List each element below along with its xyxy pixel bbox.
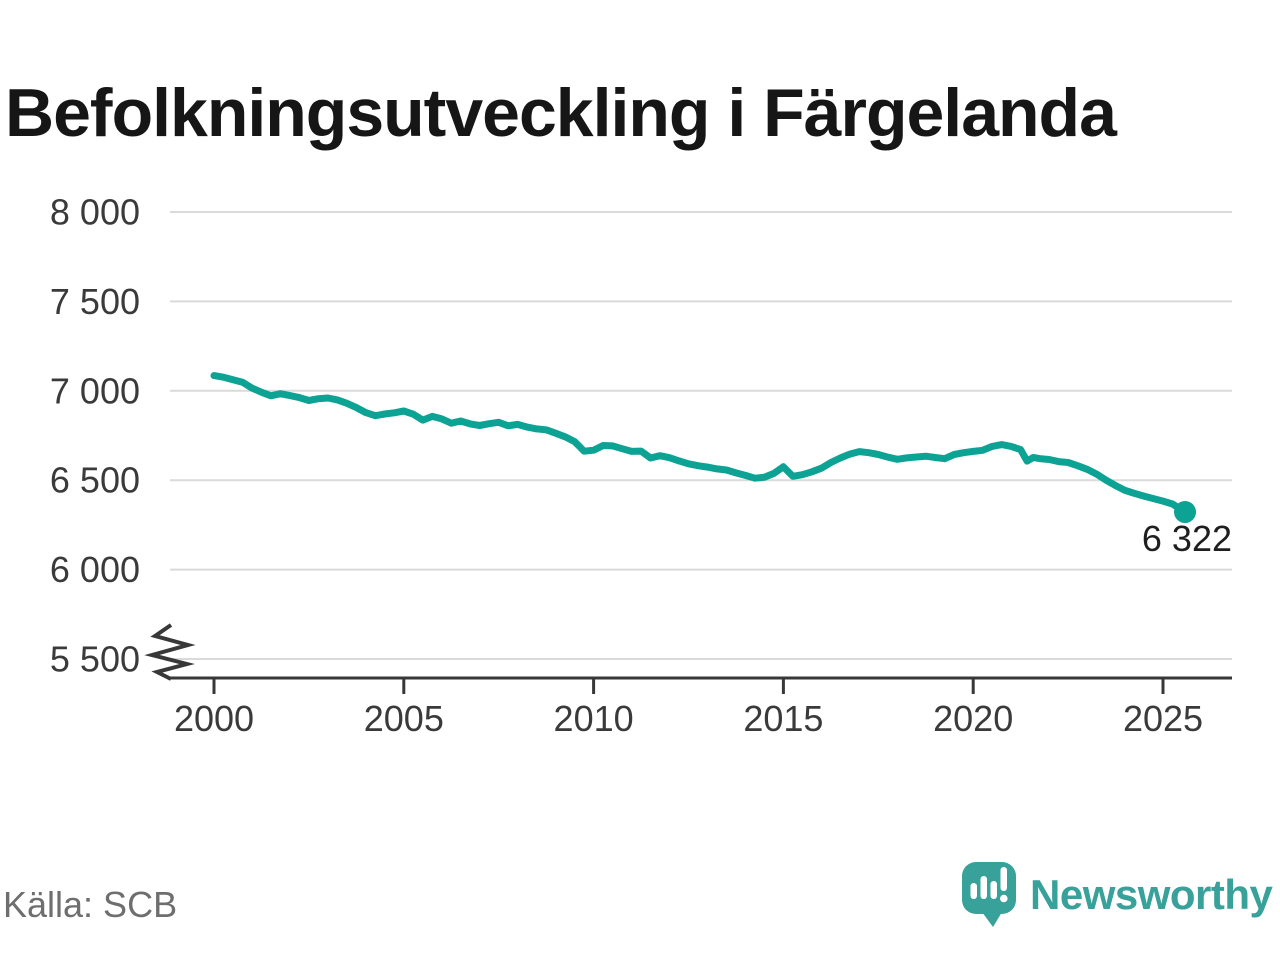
population-line-series	[210, 372, 1197, 524]
x-axis-tick-label: 2025	[1123, 698, 1203, 739]
logo-bar-small	[970, 883, 977, 899]
logo-bar-tall	[980, 876, 987, 899]
y-axis-break-icon	[144, 623, 196, 681]
y-axis-tick-label: 6 000	[50, 549, 140, 590]
brand-logo: Newsworthy	[961, 860, 1273, 930]
x-axis-tick-label: 2000	[174, 698, 254, 739]
page-title: Befolkningsutveckling i Färgelanda	[5, 74, 1117, 151]
y-axis-tick-label: 6 500	[50, 460, 140, 501]
logo-exclamation-bar	[1000, 867, 1007, 891]
end-value-label: 6 322	[1142, 518, 1232, 559]
y-axis-tick-label: 5 500	[50, 639, 140, 680]
population-line	[210, 372, 1189, 516]
x-axis-tick-label: 2005	[364, 698, 444, 739]
y-axis-tick-label: 7 000	[50, 370, 140, 411]
x-axis-tick-label: 2020	[933, 698, 1013, 739]
y-axis-labels: 8 000 7 500 7 000 6 500 6 000 5 500	[50, 192, 140, 680]
logo-exclamation-dot	[1000, 894, 1008, 903]
y-axis-tick-label: 8 000	[50, 192, 140, 233]
source-note: Källa: SCB	[3, 884, 178, 925]
logo-bar-medium	[990, 881, 997, 899]
x-axis-tick-label: 2015	[743, 698, 823, 739]
axis-break-zigzag	[144, 623, 196, 681]
x-axis-tick-label: 2010	[554, 698, 634, 739]
x-axis: 2000 2005 2010 2015 2020 2025	[170, 676, 1232, 739]
y-axis-tick-label: 7 500	[50, 281, 140, 322]
gridlines	[170, 211, 1232, 660]
latest-value-dot	[1174, 501, 1197, 524]
newsworthy-logo-icon	[962, 862, 1016, 927]
brand-name: Newsworthy	[1030, 871, 1273, 918]
